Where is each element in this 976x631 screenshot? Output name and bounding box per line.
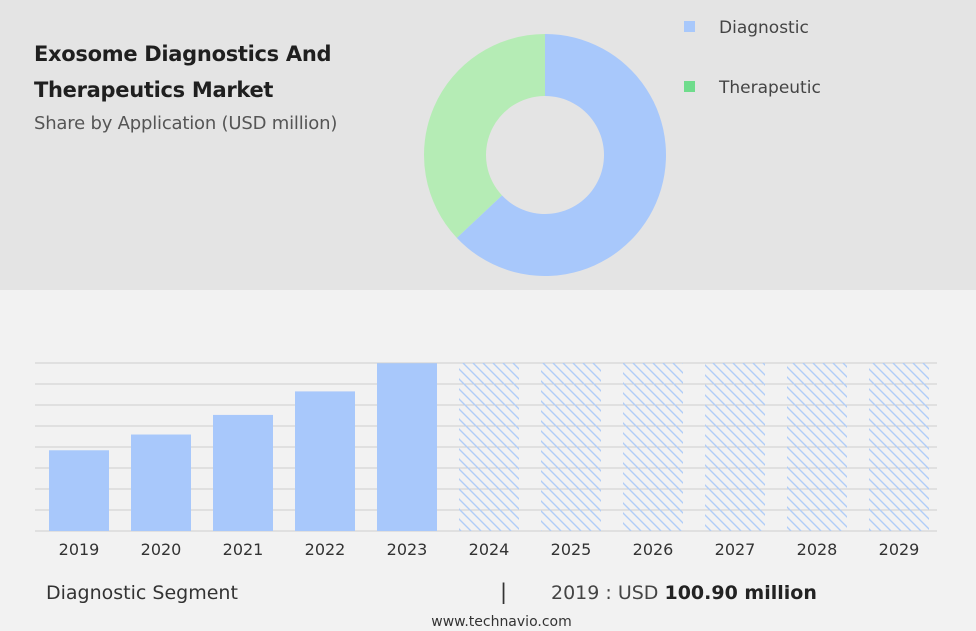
forecast-bar-2027	[705, 363, 765, 531]
segment-stat-value: 100.90 million	[664, 582, 817, 604]
donut-chart	[424, 34, 666, 276]
bar-2019	[49, 450, 109, 531]
bar-2021	[213, 414, 273, 531]
legend-item-therapeutic: Therapeutic	[684, 78, 821, 98]
chart-title: Exosome Diagnostics And Therapeutics Mar…	[34, 42, 332, 102]
footer-divider: |	[500, 580, 508, 604]
forecast-bar-2028	[787, 363, 847, 531]
x-tick-label: 2024	[469, 540, 510, 559]
legend-label-therapeutic: Therapeutic	[719, 78, 821, 98]
x-tick-label: 2028	[797, 540, 838, 559]
chart-subtitle: Share by Application (USD million)	[34, 113, 338, 134]
segment-label: Diagnostic Segment	[46, 582, 238, 604]
x-tick-label: 2027	[715, 540, 756, 559]
x-tick-label: 2025	[551, 540, 592, 559]
forecast-bar-2026	[623, 363, 683, 531]
donut-slice-therapeutic	[424, 34, 545, 238]
segment-stat-prefix: 2019 : USD	[551, 582, 665, 604]
forecast-bar-2025	[541, 363, 601, 531]
x-tick-label: 2020	[141, 540, 182, 559]
bar-2020	[131, 434, 191, 531]
segment-stat: 2019 : USD 100.90 million	[551, 582, 817, 604]
website-link[interactable]: www.technavio.com	[431, 614, 572, 630]
forecast-bar-2029	[869, 363, 929, 531]
bar-2022	[295, 391, 355, 531]
donut-slice-diagnostic	[456, 34, 666, 276]
legend-swatch-therapeutic	[684, 81, 695, 92]
forecast-bar-2024	[459, 363, 519, 531]
x-tick-label: 2023	[387, 540, 428, 559]
legend-label-diagnostic: Diagnostic	[719, 18, 809, 38]
x-tick-label: 2026	[633, 540, 674, 559]
x-tick-label: 2019	[59, 540, 100, 559]
x-tick-label: 2022	[305, 540, 346, 559]
x-tick-label: 2029	[879, 540, 920, 559]
bar-chart: 2019 2020 2021 2022 2023 2024 2025 2026 2027 2028…	[35, 362, 937, 559]
legend-swatch-diagnostic	[684, 21, 695, 32]
bar-2023	[377, 363, 437, 531]
x-tick-label: 2021	[223, 540, 264, 559]
legend-item-diagnostic: Diagnostic	[684, 18, 809, 38]
